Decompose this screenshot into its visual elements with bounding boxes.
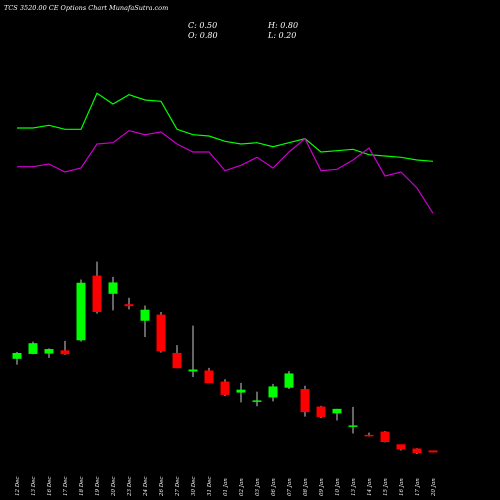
x-tick-label: 26 Dec: [159, 477, 165, 498]
candle-body: [380, 431, 390, 442]
x-tick-label: 12 Dec: [15, 477, 21, 497]
candle-body: [12, 352, 22, 359]
indicator-line-1: [17, 92, 434, 162]
candle-body: [284, 373, 294, 388]
candle-body: [396, 444, 406, 450]
candle-body: [28, 343, 38, 354]
x-tick-label: 16 Dec: [47, 477, 53, 497]
candle-body: [44, 349, 54, 354]
candle-body: [268, 386, 278, 398]
ohlc-low: L: 0.20: [268, 31, 297, 40]
candle-body: [188, 369, 198, 372]
x-tick-label: 13 Dec: [31, 477, 37, 497]
x-tick-label: 27 Dec: [175, 477, 181, 498]
candle-body: [172, 352, 182, 369]
candle-body: [156, 314, 166, 352]
x-tick-label: 14 Jan: [367, 478, 373, 496]
x-tick-label: 30 Dec: [191, 477, 197, 497]
x-tick-label: 31 Dec: [207, 477, 213, 497]
candle-body: [204, 370, 214, 384]
candle-body: [332, 408, 342, 414]
x-tick-label: 15 Jan: [383, 478, 389, 496]
candle-body: [76, 282, 86, 341]
x-tick-label: 01 Jan: [223, 478, 229, 496]
x-tick-label: 18 Dec: [79, 477, 85, 497]
candle-body: [428, 450, 438, 453]
candle-body: [220, 381, 230, 395]
x-tick-label: 09 Jan: [319, 478, 325, 496]
x-tick-label: 20 Dec: [111, 477, 117, 498]
chart-title: TCS 3520.00 CE Options Chart MunafaSutra…: [4, 4, 169, 12]
candle-body: [348, 425, 358, 427]
indicator-line-2: [17, 130, 434, 214]
candle-body: [412, 448, 422, 454]
x-tick-label: 13 Jan: [351, 478, 357, 496]
ohlc-open: O: 0.80: [188, 31, 218, 40]
candle-body: [124, 304, 134, 307]
x-tick-label: 17 Jan: [415, 478, 421, 496]
candle-body: [300, 389, 310, 413]
x-tick-label: 17 Dec: [63, 477, 69, 497]
x-tick-label: 19 Dec: [95, 477, 101, 497]
candle-body: [252, 400, 262, 402]
candle-body: [364, 434, 374, 437]
x-tick-label: 02 Jan: [239, 478, 245, 496]
x-tick-label: 24 Dec: [143, 477, 149, 498]
candle-body: [236, 389, 246, 393]
x-tick-label: 03 Jan: [255, 478, 261, 496]
x-tick-label: 23 Dec: [127, 477, 133, 498]
ohlc-high: H: 0.80: [268, 21, 299, 30]
x-tick-label: 08 Jan: [303, 478, 309, 496]
candle-body: [60, 350, 70, 355]
x-tick-label: 06 Jan: [271, 478, 277, 496]
x-tick-label: 16 Jan: [399, 478, 405, 496]
x-tick-label: 07 Jan: [287, 478, 293, 496]
candle-body: [316, 406, 326, 417]
x-tick-label: 10 Jan: [335, 478, 341, 496]
candle-body: [140, 309, 150, 321]
ohlc-close: C: 0.50: [188, 21, 218, 30]
x-tick-label: 20 Jan: [431, 478, 437, 497]
candle-body: [92, 275, 102, 312]
candle-body: [108, 282, 118, 294]
